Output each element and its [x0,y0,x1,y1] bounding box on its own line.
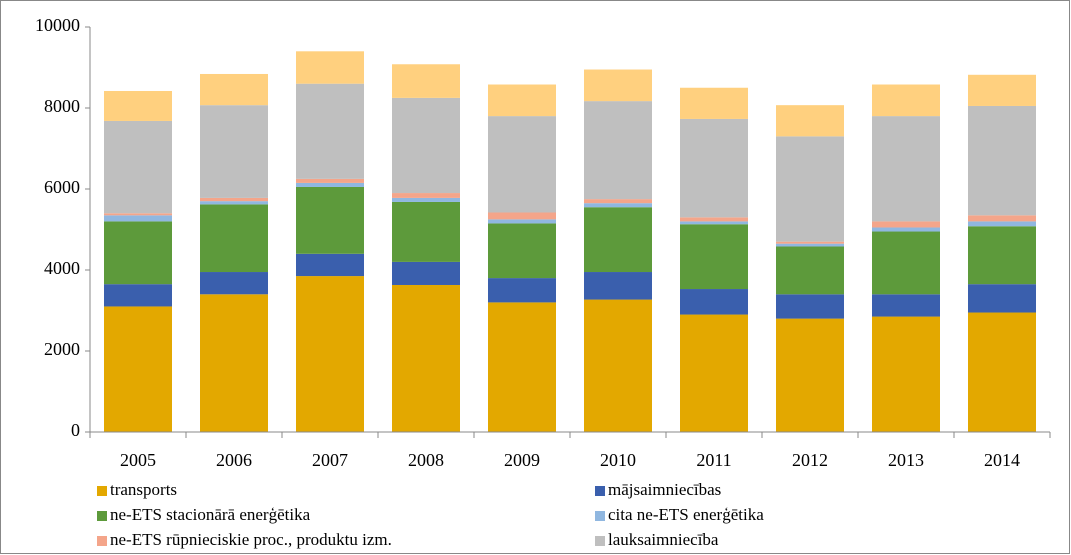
bar-segment [968,221,1036,227]
bar-segment [296,83,364,179]
bar-segment [104,221,172,285]
bar-segment [200,105,268,198]
bar-segment [392,193,460,198]
bar-segment [872,294,940,317]
bar-segment [680,217,748,222]
bar-segment [392,284,460,432]
legend-label: ne-ETS rūpnieciskie proc., produktu izm. [110,530,392,549]
bar-segment [296,186,364,254]
bar-segment [968,226,1036,285]
bar-segment [872,227,940,232]
bar-segment [104,213,172,216]
legend-swatch [97,486,107,496]
bar-segment [488,219,556,224]
legend-swatch [595,486,605,496]
bar-segment [104,215,172,222]
x-tick-label: 2005 [120,450,156,470]
bar-segment [104,306,172,432]
bar-segment [680,289,748,315]
legend-swatch [595,536,605,546]
bar-segment [584,207,652,273]
bar-segment [968,74,1036,106]
bar-segment [680,224,748,290]
bar-segment [200,73,268,106]
x-tick-label: 2008 [408,450,444,470]
bar-segment [584,69,652,102]
bar-segment [296,178,364,183]
y-tick-label: 4000 [44,258,80,278]
bar-segment [392,197,460,202]
bar-segment [200,272,268,295]
bar-segment [776,318,844,432]
y-tick-label: 10000 [35,15,80,35]
bar-segment [776,294,844,319]
bar-segment [296,276,364,432]
bar-segment [584,101,652,200]
bar-segment [968,312,1036,432]
bar-segment [392,201,460,262]
x-tick-label: 2006 [216,450,252,470]
y-tick-label: 0 [71,420,80,440]
bar-segment [200,197,268,202]
y-tick-label: 6000 [44,177,80,197]
y-tick-label: 8000 [44,96,80,116]
bar-segment [776,136,844,242]
bar-segment [296,253,364,277]
bar-segment [584,199,652,204]
bar-segment [584,203,652,208]
bar-segment [296,51,364,84]
bar-segment [200,294,268,432]
bar-segment [488,212,556,220]
legend-swatch [97,536,107,546]
x-tick-label: 2009 [504,450,540,470]
bar-segment [872,116,940,222]
bar-segment [872,84,940,117]
bar-segment [488,84,556,117]
bar-segment [104,90,172,121]
bar-segment [968,105,1036,216]
bar-segment [968,284,1036,313]
x-tick-label: 2012 [792,450,828,470]
legend-swatch [97,511,107,521]
x-tick-label: 2007 [312,450,348,470]
bar-segment [104,284,172,307]
x-tick-label: 2011 [696,450,731,470]
bar-segment [104,120,172,214]
bar-segment [872,231,940,295]
y-tick-label: 2000 [44,339,80,359]
bar-segment [296,182,364,187]
x-tick-label: 2013 [888,450,924,470]
bar-segment [392,97,460,194]
x-tick-label: 2010 [600,450,636,470]
bar-segment [776,246,844,295]
bar-segment [968,215,1036,222]
bar-segment [200,204,268,273]
bar-segment [776,105,844,137]
bar-segment [680,221,748,225]
bar-segment [872,316,940,432]
bar-segment [392,261,460,285]
bar-segment [392,64,460,98]
bar-segment [776,241,844,244]
bar-segment [680,87,748,119]
bar-segment [584,272,652,300]
bar-segment [680,118,748,218]
legend-label: mājsaimniecības [608,480,721,499]
bar-segment [872,221,940,228]
bar-segment [488,116,556,213]
bar-segment [584,299,652,432]
bar-segment [488,302,556,432]
bar-segment [200,201,268,205]
legend-label: transports [110,480,177,499]
legend-label: ne-ETS stacionārā enerģētika [110,505,311,524]
legend-swatch [595,511,605,521]
bar-segment [488,223,556,279]
bar-segment [680,314,748,432]
legend-label: cita ne-ETS enerģētika [608,505,764,524]
x-tick-label: 2014 [984,450,1020,470]
bar-segment [776,243,844,247]
bar-segment [488,278,556,303]
legend-label: lauksaimniecība [608,530,719,549]
